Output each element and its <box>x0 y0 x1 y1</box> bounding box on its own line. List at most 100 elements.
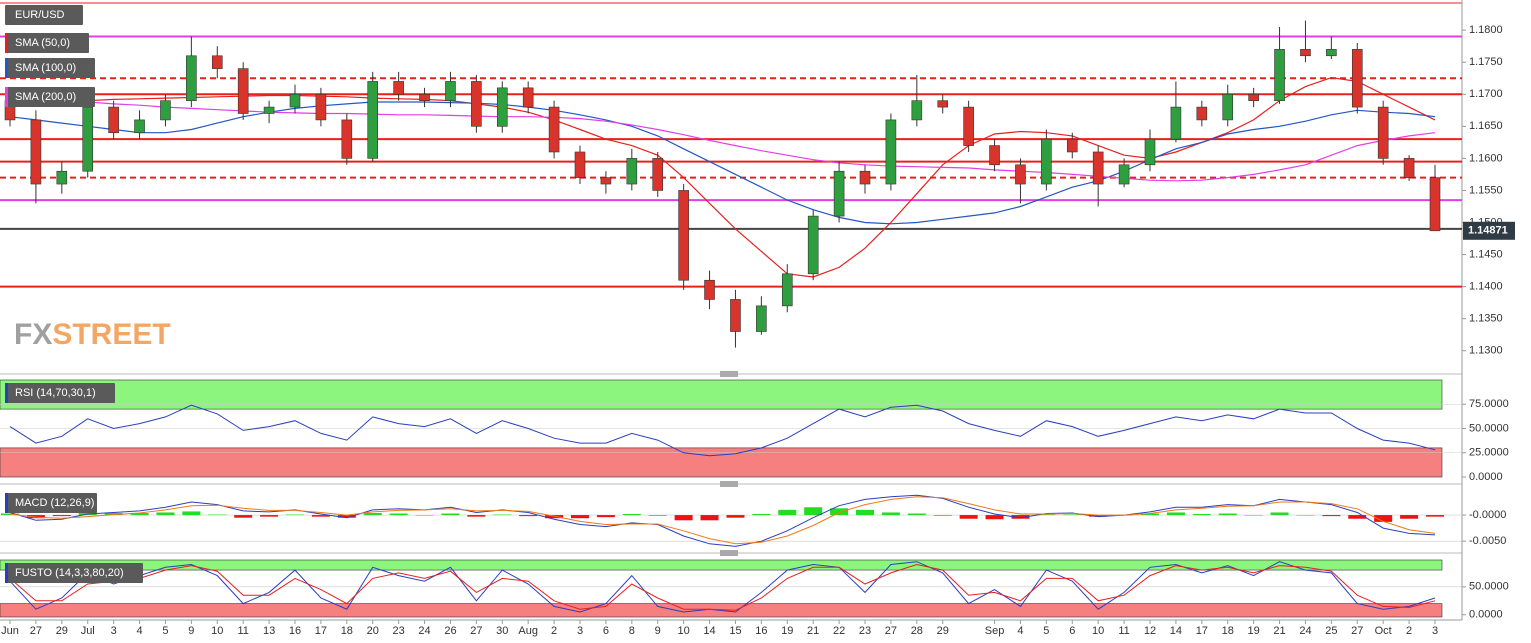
candle-body <box>160 100 171 121</box>
x-tick-label: 3 <box>577 625 583 637</box>
indicator-line <box>9 494 1436 547</box>
histogram-bar <box>182 511 201 516</box>
histogram-bar <box>545 515 564 519</box>
candle-body <box>1377 106 1389 159</box>
x-tick-label: Oct <box>1375 625 1392 637</box>
histogram-bar <box>1348 515 1367 519</box>
histogram-bar <box>1426 515 1444 517</box>
candle-body <box>315 93 327 121</box>
histogram-bar <box>337 515 356 518</box>
x-tick-label: 20 <box>367 625 379 637</box>
x-tick-label: 4 <box>136 625 142 637</box>
histogram-bar <box>700 515 719 521</box>
histogram-bar <box>493 514 512 516</box>
x-tick-label: 22 <box>833 625 845 637</box>
candle-body <box>1300 49 1311 57</box>
histogram-bar <box>1166 512 1185 516</box>
candle-body <box>1118 164 1130 185</box>
histogram-bar <box>208 514 227 516</box>
legend-label: MACD (12,26,9) <box>15 497 94 509</box>
x-tick-label: 2 <box>1406 625 1412 637</box>
y-tick-label: -0.0050 <box>1469 535 1506 547</box>
histogram-bar <box>1400 515 1419 519</box>
legend-box <box>5 58 95 78</box>
histogram-bar <box>1244 515 1263 516</box>
x-tick-label: 24 <box>1299 625 1311 637</box>
x-tick-label: 3 <box>111 625 117 637</box>
x-tick-label: 13 <box>263 625 275 637</box>
candle-body <box>833 170 845 217</box>
candle-body <box>600 177 612 185</box>
histogram-bar <box>467 515 486 517</box>
x-tick-label: 11 <box>237 625 248 637</box>
histogram-bar <box>1141 513 1159 516</box>
histogram-bar <box>441 513 460 516</box>
x-tick-label: 29 <box>56 625 68 637</box>
candle-body <box>237 68 249 114</box>
x-tick-label: 9 <box>188 625 194 637</box>
last-price-label: 1.14871 <box>1468 225 1508 237</box>
candle-body <box>807 215 819 275</box>
candle-body <box>1015 164 1026 185</box>
histogram-bar <box>286 514 304 516</box>
x-tick-label: 23 <box>859 625 871 637</box>
indicator-line <box>9 496 1436 545</box>
watermark: FXSTREET <box>14 318 171 351</box>
legend-box <box>5 87 95 107</box>
y-tick-label: 0.0000 <box>1469 609 1503 621</box>
y-tick-label: 1.1700 <box>1469 88 1503 100</box>
indicator-line <box>9 404 1436 457</box>
histogram-bar <box>985 515 1004 520</box>
y-tick-label: 0.0000 <box>1469 471 1503 483</box>
histogram-bar <box>881 512 900 516</box>
histogram-bar <box>804 507 823 516</box>
histogram-bar <box>1296 515 1315 516</box>
divider-grips <box>720 371 738 556</box>
x-tick-label: 6 <box>603 625 609 637</box>
x-tick-label: 11 <box>1118 625 1129 637</box>
candle-body <box>1041 138 1052 185</box>
x-tick-label: 18 <box>1222 625 1234 637</box>
watermark-part: STREET <box>52 318 170 351</box>
histogram-bar <box>752 514 771 516</box>
histogram-bar <box>1011 515 1030 519</box>
legend-swatch <box>5 493 8 513</box>
legend-swatch <box>5 87 8 107</box>
x-tick-label: 5 <box>1043 625 1049 637</box>
x-tick-label: 25 <box>1325 625 1337 637</box>
x-tick-label: 21 <box>807 625 819 637</box>
candle-body <box>1066 138 1078 153</box>
histogram-bar <box>260 515 279 517</box>
x-tick-label: 8 <box>629 625 635 637</box>
histogram-bar <box>52 515 71 517</box>
y-tick-label: 75.0000 <box>1469 398 1509 410</box>
candle-body <box>445 81 456 101</box>
candle-body <box>911 100 923 121</box>
candle-body <box>937 100 949 108</box>
x-tick-label: Aug <box>518 625 538 637</box>
candle-body <box>1403 158 1415 178</box>
x-tick-label: 2 <box>551 625 557 637</box>
indicator-line <box>9 563 1436 611</box>
histogram-bar <box>1374 515 1393 522</box>
histogram-bar <box>156 512 175 516</box>
x-tick-label: 4 <box>1017 625 1023 637</box>
x-tick-label: 6 <box>1069 625 1075 637</box>
candle-body <box>678 190 689 281</box>
histogram-bar <box>830 508 849 516</box>
candle-body <box>781 273 793 307</box>
x-tick-label: Jul <box>81 625 95 637</box>
histogram-bar <box>415 515 434 516</box>
x-tick-label: 23 <box>393 625 405 637</box>
legend-box <box>5 563 143 583</box>
x-tick-label: 14 <box>703 625 715 637</box>
y-tick-label: -0.0000 <box>1469 509 1506 521</box>
histogram-bar <box>363 512 382 516</box>
x-tick-label: 27 <box>30 625 42 637</box>
x-tick-label: 27 <box>1351 625 1363 637</box>
histogram-bar <box>311 515 330 517</box>
legend-swatch <box>5 383 8 403</box>
histogram-bar <box>856 509 874 516</box>
candle-body <box>56 170 68 185</box>
